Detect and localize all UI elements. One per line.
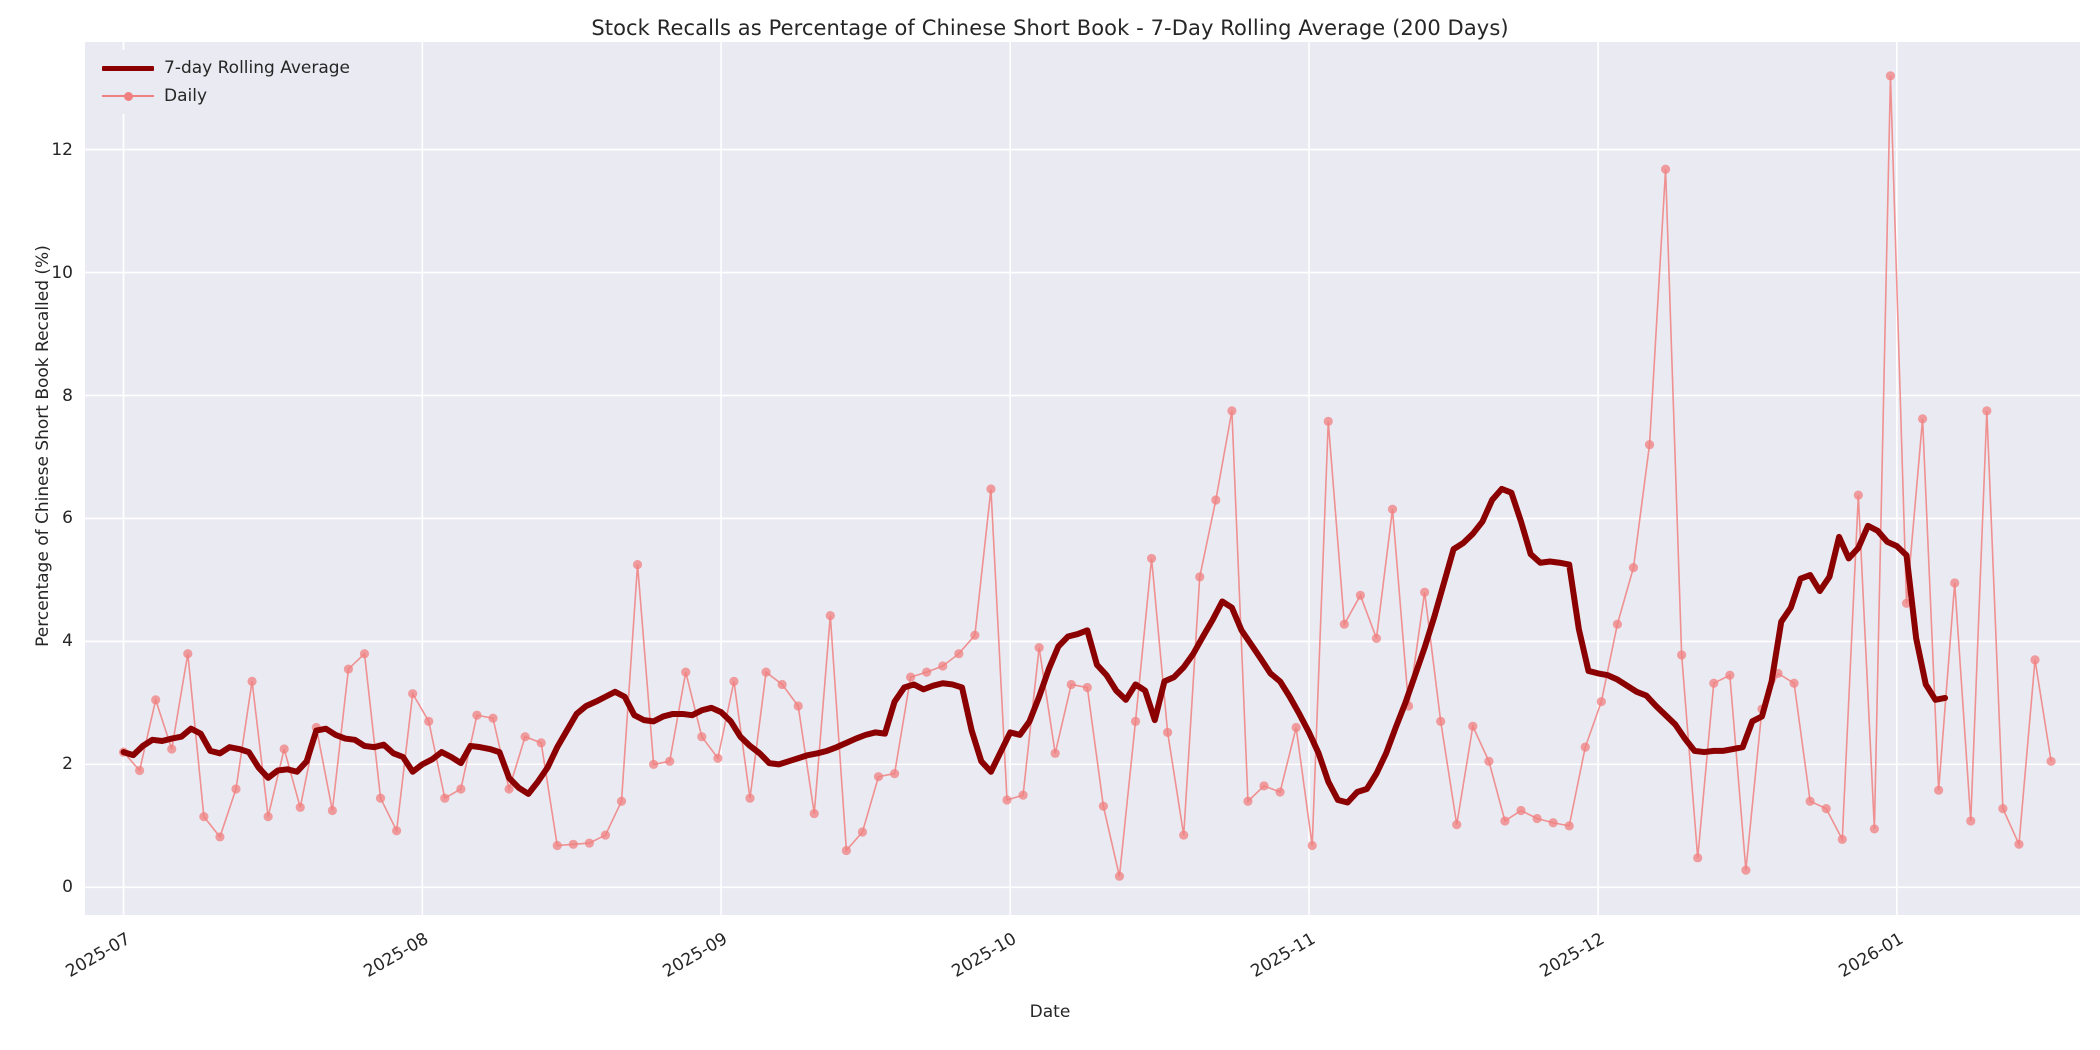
chart-legend: 7-day Rolling Average Daily: [92, 50, 365, 114]
legend-swatch-daily: [102, 87, 154, 105]
legend-swatch-rolling-average: [102, 59, 154, 77]
grid-lines: [85, 42, 2080, 915]
legend-label-daily: Daily: [164, 86, 208, 106]
plot-area: [85, 42, 2080, 915]
chart-title: Stock Recalls as Percentage of Chinese S…: [591, 16, 1509, 40]
legend-item-rolling-average[interactable]: 7-day Rolling Average: [102, 58, 351, 78]
data-series: [118, 71, 2056, 881]
y-tick-label: 0: [62, 877, 73, 898]
legend-item-daily[interactable]: Daily: [102, 86, 350, 106]
x-axis-label: Date: [1029, 1002, 1071, 1022]
legend-label-rolling-average: 7-day Rolling Average: [164, 58, 351, 78]
y-axis-label: Percentage of Chinese Short Book Recalle…: [33, 245, 53, 647]
